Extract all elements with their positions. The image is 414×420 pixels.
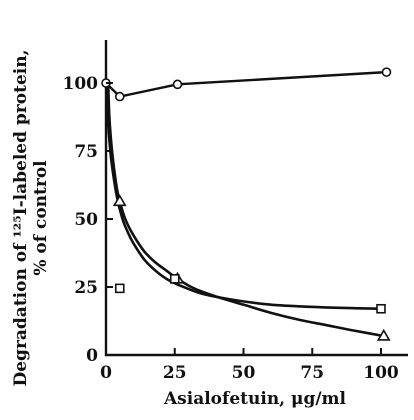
y-tick-label: 50	[74, 210, 98, 230]
y-axis-title-line2: % of control	[31, 160, 51, 276]
data-point-triangle	[112, 194, 127, 207]
y-axis-title-group: Degradation of ¹²⁵I-labeled protein, % o…	[11, 49, 51, 386]
ticks-layer: 0 25 50 75 100 0 25 50 75 100	[63, 74, 399, 383]
series-layer	[101, 67, 392, 341]
x-tick-label: 25	[163, 363, 187, 383]
y-axis-title-line1: Degradation of ¹²⁵I-labeled protein,	[11, 49, 31, 386]
data-point-square	[169, 274, 180, 284]
x-axis-title: Asialofetuin, μg/ml	[163, 389, 347, 409]
series-circle-line	[105, 70, 387, 98]
y-tick-label: 25	[74, 278, 98, 298]
data-point-square	[114, 283, 125, 294]
x-tick-label: 75	[300, 363, 324, 383]
data-point-circle	[114, 91, 125, 102]
fitted-curve-2	[106, 81, 386, 338]
data-point-circle	[172, 79, 183, 90]
y-tick-label: 0	[86, 346, 98, 366]
x-tick-label: 100	[363, 363, 399, 383]
data-point-triangle	[376, 328, 391, 341]
y-tick-label: 75	[74, 142, 98, 162]
y-tick-label: 100	[63, 74, 99, 94]
fitted-curves-layer	[104, 81, 386, 338]
fitted-curve-1	[104, 81, 386, 311]
x-tick-label: 0	[100, 363, 112, 383]
data-point-circle	[381, 67, 392, 77]
x-tick-label: 50	[232, 363, 256, 383]
data-point-square	[376, 303, 386, 314]
